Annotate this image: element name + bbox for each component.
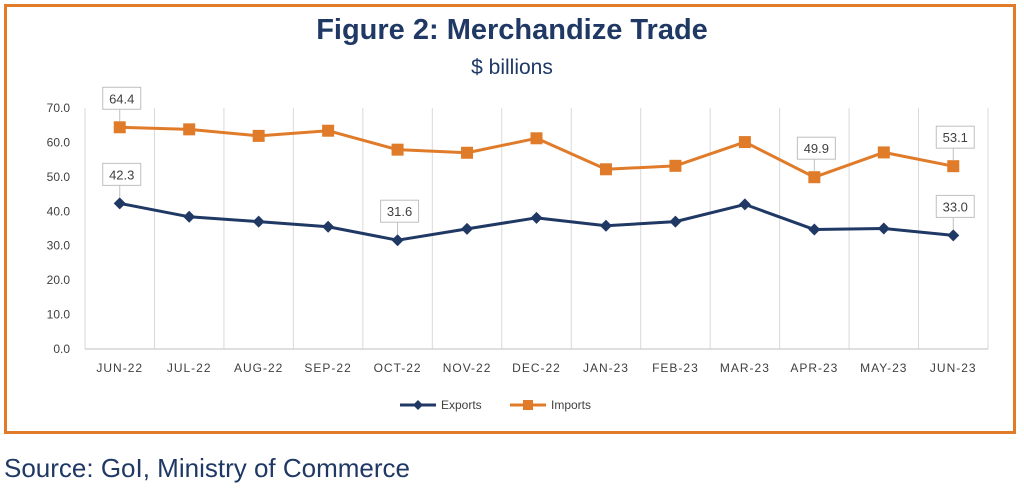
- data-label-box: [102, 162, 142, 186]
- x-tick-label: AUG-22: [234, 361, 283, 375]
- exports-point: [252, 215, 265, 228]
- data-label: 33.0: [943, 199, 968, 214]
- imports-point: [461, 146, 474, 159]
- y-tick-label: 30.0: [47, 239, 71, 253]
- data-label-box: [380, 199, 420, 223]
- x-tick-label: MAR-23: [720, 361, 770, 375]
- data-label: 42.3: [109, 167, 134, 182]
- data-label: 53.1: [943, 130, 968, 145]
- imports-point: [738, 136, 751, 149]
- chart-subtitle: $ billions: [471, 56, 553, 79]
- imports-point: [530, 132, 543, 145]
- x-tick-label: APR-23: [790, 361, 838, 375]
- exports-point: [113, 197, 126, 210]
- imports-point: [391, 143, 404, 156]
- exports-point: [877, 222, 890, 235]
- y-tick-label: 40.0: [47, 204, 71, 218]
- x-tick-label: SEP-22: [304, 361, 351, 375]
- imports-point: [252, 129, 265, 142]
- imports-point: [947, 160, 960, 173]
- y-tick-label: 0.0: [53, 342, 70, 356]
- data-label: 49.9: [804, 141, 829, 156]
- x-tick-label: JUL-22: [167, 361, 212, 375]
- data-label-box: [935, 125, 975, 149]
- exports-point: [669, 215, 682, 228]
- x-tick-label: DEC-22: [512, 361, 561, 375]
- imports-point: [322, 124, 335, 137]
- y-tick-label: 50.0: [47, 170, 71, 184]
- x-tick-label: JUN-22: [96, 361, 143, 375]
- data-label-box: [796, 136, 836, 160]
- exports-point: [808, 223, 821, 236]
- legend-imports-marker: [523, 400, 533, 410]
- exports-point: [530, 211, 543, 224]
- legend-exports-marker: [413, 400, 423, 410]
- imports-point: [669, 159, 682, 172]
- x-tick-label: JUN-23: [930, 361, 977, 375]
- exports-point: [391, 234, 404, 247]
- imports-point: [599, 163, 612, 176]
- imports-point: [808, 171, 821, 184]
- y-tick-label: 70.0: [47, 101, 71, 115]
- data-label-box: [102, 86, 142, 110]
- exports-point: [947, 229, 960, 242]
- line-chart: 0.0 10.0 20.0 30.0 40.0 50.0 60.0 70.0 JUN-22 JUL…: [47, 86, 989, 412]
- exports-point: [322, 220, 335, 233]
- exports-point: [183, 210, 196, 223]
- x-tick-label: OCT-22: [374, 361, 422, 375]
- exports-point: [461, 222, 474, 235]
- x-tick-label: MAY-23: [860, 361, 907, 375]
- imports-point: [877, 146, 890, 159]
- y-tick-label: 20.0: [47, 273, 71, 287]
- exports-point: [599, 219, 612, 232]
- legend-exports-label: Exports: [441, 398, 482, 412]
- data-label: 31.6: [387, 204, 412, 219]
- x-tick-label: NOV-22: [443, 361, 492, 375]
- exports-point: [738, 198, 751, 211]
- imports-point: [183, 123, 196, 136]
- chart-frame: [4, 4, 1016, 434]
- data-label: 64.4: [109, 91, 134, 106]
- x-tick-label: JAN-23: [583, 361, 629, 375]
- imports-point: [113, 121, 126, 134]
- data-label-box: [935, 194, 975, 218]
- x-tick-label: FEB-23: [652, 361, 699, 375]
- y-tick-label: 60.0: [47, 135, 71, 149]
- chart-title: Figure 2: Merchandize Trade: [316, 14, 708, 46]
- source-note: Source: GoI, Ministry of Commerce: [4, 453, 410, 483]
- legend-imports-label: Imports: [551, 398, 591, 412]
- y-tick-label: 10.0: [47, 308, 71, 322]
